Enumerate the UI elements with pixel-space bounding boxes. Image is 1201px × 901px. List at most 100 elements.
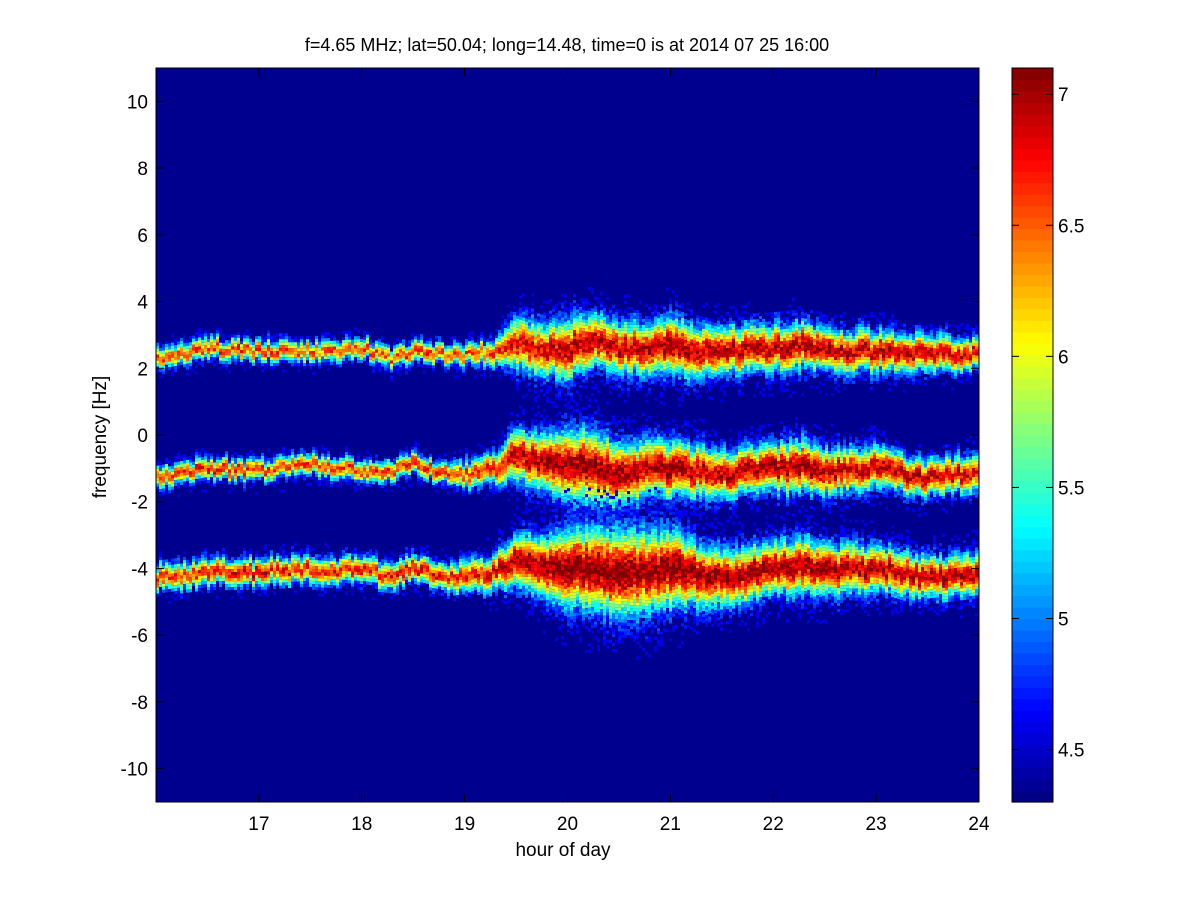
heatmap-cell [858, 335, 861, 339]
heatmap-cell [165, 490, 168, 494]
heatmap-cell [513, 317, 516, 321]
heatmap-cell [786, 358, 789, 362]
heatmap-cell [513, 326, 516, 330]
heatmap-cell [582, 358, 585, 362]
heatmap-cell [885, 345, 888, 349]
heatmap-cell [924, 383, 927, 387]
heatmap-cell [156, 459, 159, 463]
heatmap-cell [720, 384, 723, 388]
heatmap-cell [606, 321, 609, 325]
heatmap-cell [843, 329, 846, 333]
heatmap-cell [918, 331, 921, 335]
heatmap-cell [603, 338, 606, 342]
heatmap-cell [348, 351, 351, 355]
heatmap-cell [225, 367, 228, 371]
heatmap-cell [534, 360, 537, 364]
heatmap-cell [564, 378, 567, 382]
heatmap-cell [570, 326, 573, 330]
heatmap-cell [627, 351, 630, 355]
heatmap-cell [816, 316, 819, 320]
heatmap-cell [537, 322, 540, 326]
heatmap-cell [531, 356, 534, 360]
heatmap-cell [777, 347, 780, 351]
heatmap-cell [612, 377, 615, 381]
heatmap-cell [924, 344, 927, 348]
heatmap-cell [762, 348, 765, 352]
heatmap-cell [654, 367, 657, 371]
heatmap-cell [663, 321, 666, 325]
heatmap-cell [819, 333, 822, 337]
heatmap-cell [681, 302, 684, 306]
heatmap-cell [402, 357, 405, 361]
heatmap-cell [786, 367, 789, 371]
heatmap-cell [933, 327, 936, 331]
heatmap-cell [801, 375, 804, 379]
heatmap-cell [363, 336, 366, 340]
heatmap-cell [798, 348, 801, 352]
heatmap-cell [666, 353, 669, 357]
heatmap-cell [597, 312, 600, 316]
heatmap-cell [879, 378, 882, 382]
heatmap-cell [303, 348, 306, 352]
heatmap-cell [504, 373, 507, 377]
heatmap-cell [936, 375, 939, 379]
heatmap-cell [399, 346, 402, 350]
heatmap-cell [549, 340, 552, 344]
heatmap-cell [867, 320, 870, 324]
heatmap-cell [543, 321, 546, 325]
heatmap-cell [810, 364, 813, 368]
heatmap-cell [759, 373, 762, 377]
heatmap-cell [492, 349, 495, 353]
heatmap-cell [177, 473, 180, 477]
heatmap-cell [969, 357, 972, 361]
heatmap-cell [246, 341, 249, 345]
heatmap-cell [678, 316, 681, 320]
heatmap-cell [525, 351, 528, 355]
heatmap-cell [714, 376, 717, 380]
heatmap-cell [738, 365, 741, 369]
heatmap-cell [792, 334, 795, 338]
heatmap-cell [570, 311, 573, 315]
heatmap-cell [702, 340, 705, 344]
heatmap-cell [666, 380, 669, 384]
heatmap-cell [570, 380, 573, 384]
heatmap-cell [186, 471, 189, 475]
heatmap-cell [972, 348, 975, 352]
heatmap-cell [903, 332, 906, 336]
heatmap-cell [786, 310, 789, 314]
heatmap-cell [195, 344, 198, 348]
heatmap-cell [711, 367, 714, 371]
heatmap-cell [432, 344, 435, 348]
heatmap-cell [789, 349, 792, 353]
heatmap-cell [837, 356, 840, 360]
heatmap-cell [693, 382, 696, 386]
heatmap-cell [672, 344, 675, 348]
heatmap-cell [858, 317, 861, 321]
heatmap-cell [819, 330, 822, 334]
heatmap-cell [762, 330, 765, 334]
heatmap-cell [549, 364, 552, 368]
heatmap-cell [702, 322, 705, 326]
heatmap-cell [246, 338, 249, 342]
heatmap-cell [768, 375, 771, 379]
heatmap-cell [252, 347, 255, 351]
heatmap-cell [195, 479, 198, 483]
heatmap-cell [729, 314, 732, 318]
heatmap-cell [822, 362, 825, 366]
heatmap-cell [849, 371, 852, 375]
heatmap-cell [453, 375, 456, 379]
heatmap-cell [810, 310, 813, 314]
heatmap-cell [225, 361, 228, 365]
heatmap-cell [195, 350, 198, 354]
heatmap-cell [672, 377, 675, 381]
heatmap-cell [840, 341, 843, 345]
heatmap-cell [630, 354, 633, 358]
heatmap-cell [564, 375, 567, 379]
heatmap-cell [231, 343, 234, 347]
heatmap-cell [837, 362, 840, 366]
heatmap-cell [342, 352, 345, 356]
heatmap-cell [948, 368, 951, 372]
heatmap-cell [849, 341, 852, 345]
heatmap-cell [897, 365, 900, 369]
heatmap-cell [711, 334, 714, 338]
